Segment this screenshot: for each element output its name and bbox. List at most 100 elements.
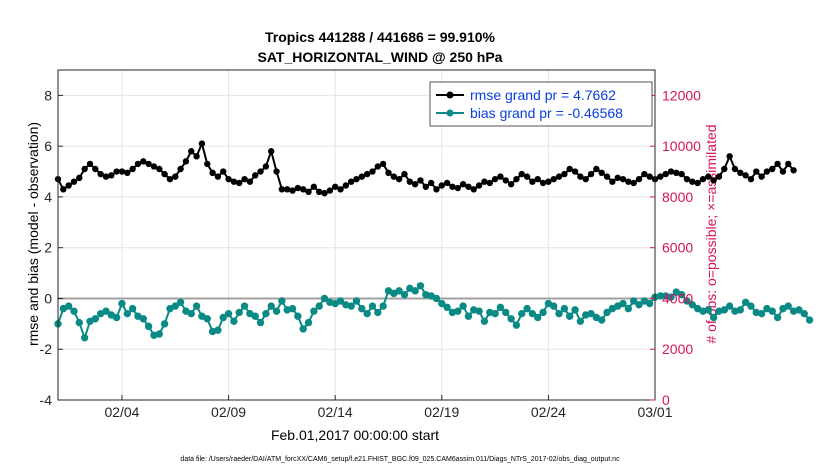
rmse-point: [593, 165, 600, 173]
rmse-point: [449, 183, 456, 190]
bias-point: [741, 298, 750, 306]
bias-point: [587, 309, 595, 318]
rmse-point: [342, 182, 350, 189]
rmse-point: [507, 181, 515, 188]
rmse-point: [305, 188, 312, 196]
rmse-point: [715, 173, 723, 180]
rmse-point: [427, 179, 435, 187]
rmse-point: [699, 175, 707, 183]
rmse-point: [252, 172, 259, 179]
bias-point: [336, 297, 345, 305]
rmse-point: [603, 173, 611, 180]
rmse-point: [646, 173, 653, 180]
y-left-tick-label: 8: [44, 87, 52, 103]
bias-point: [443, 303, 451, 312]
rmse-point: [577, 173, 584, 180]
rmse-point: [156, 165, 163, 173]
bias-point: [272, 307, 281, 315]
y-right-tick-label: 0: [662, 392, 670, 408]
bias-point: [576, 317, 585, 326]
bias-point: [299, 325, 307, 333]
rmse-point: [609, 178, 616, 185]
rmse-point: [177, 165, 184, 173]
rmse-point: [721, 165, 728, 173]
rmse-point: [438, 182, 445, 189]
rmse-point: [284, 186, 291, 193]
bias-point: [416, 282, 425, 290]
bias-point: [805, 316, 814, 324]
rmse-point: [566, 165, 573, 173]
x-tick-label: 02/04: [104, 404, 139, 420]
bias-point: [288, 304, 297, 313]
bias-point: [139, 315, 147, 323]
rmse-point: [459, 181, 467, 188]
rmse-point: [161, 170, 168, 178]
rmse-point: [779, 168, 787, 175]
bias-point: [187, 309, 195, 318]
rmse-point: [369, 168, 376, 175]
bias-point: [619, 299, 627, 308]
rmse-point: [81, 165, 88, 173]
bias-point: [624, 304, 633, 313]
rmse-point: [433, 186, 440, 193]
rmse-point: [236, 179, 243, 187]
rmse-point: [401, 170, 408, 178]
rmse-point: [545, 178, 552, 185]
plot-frame: [57, 69, 656, 401]
rmse-point: [385, 169, 392, 177]
rmse-point: [667, 168, 675, 175]
y-right-tick-label: 2000: [662, 341, 693, 357]
bias-point: [75, 318, 84, 327]
rmse-point: [395, 175, 403, 183]
legend-entry-label: rmse grand pr = 4.7662: [470, 87, 616, 103]
rmse-point: [785, 160, 792, 168]
bias-point: [736, 306, 744, 314]
bias-point: [379, 302, 387, 310]
rmse-point: [625, 178, 632, 185]
y-left-tick-label: 6: [44, 138, 52, 154]
y-right-tick-label: 4000: [662, 290, 693, 306]
rmse-point: [273, 168, 280, 175]
rmse-point: [70, 178, 78, 185]
bias-point: [347, 302, 355, 310]
bias-point: [720, 306, 728, 314]
rmse-point: [417, 177, 424, 184]
bias-point: [800, 309, 808, 318]
bias-point: [310, 307, 318, 315]
x-tick-label: 02/24: [531, 404, 566, 420]
bias-point: [160, 320, 169, 328]
rmse-point: [710, 177, 717, 184]
rmse-point: [481, 178, 488, 185]
rmse-point: [475, 182, 483, 189]
rmse-point: [406, 178, 414, 185]
bias-point: [725, 302, 734, 310]
rmse-point: [198, 140, 206, 147]
rmse-point: [134, 160, 142, 168]
bias-point: [203, 315, 211, 323]
bias-point: [278, 297, 286, 305]
x-axis-label: Feb.01,2017 00:00:00 start: [271, 427, 439, 443]
rmse-point: [214, 173, 222, 180]
rmse-point: [737, 169, 744, 177]
bias-point: [411, 287, 419, 295]
legend-box: [429, 81, 653, 127]
bias-point: [667, 293, 675, 301]
plot-area: 02/04 02/09 02/14 02/19 02/24 03/01-4-2024680…: [40, 69, 814, 420]
bias-point: [635, 301, 643, 309]
bias-point: [262, 309, 270, 318]
bias-point: [224, 309, 233, 318]
rmse-point: [529, 178, 536, 185]
bias-point: [475, 307, 483, 315]
rmse-point: [513, 175, 520, 183]
bias-point: [155, 330, 163, 338]
rmse-point: [102, 173, 110, 180]
rmse-point: [486, 179, 493, 187]
bias-point: [80, 334, 89, 342]
bias-point: [118, 299, 126, 308]
rmse-point: [726, 153, 733, 160]
bias-point: [784, 302, 792, 310]
rmse-point: [347, 178, 355, 185]
x-tick-label: 02/09: [211, 404, 246, 420]
rmse-point: [550, 175, 557, 183]
